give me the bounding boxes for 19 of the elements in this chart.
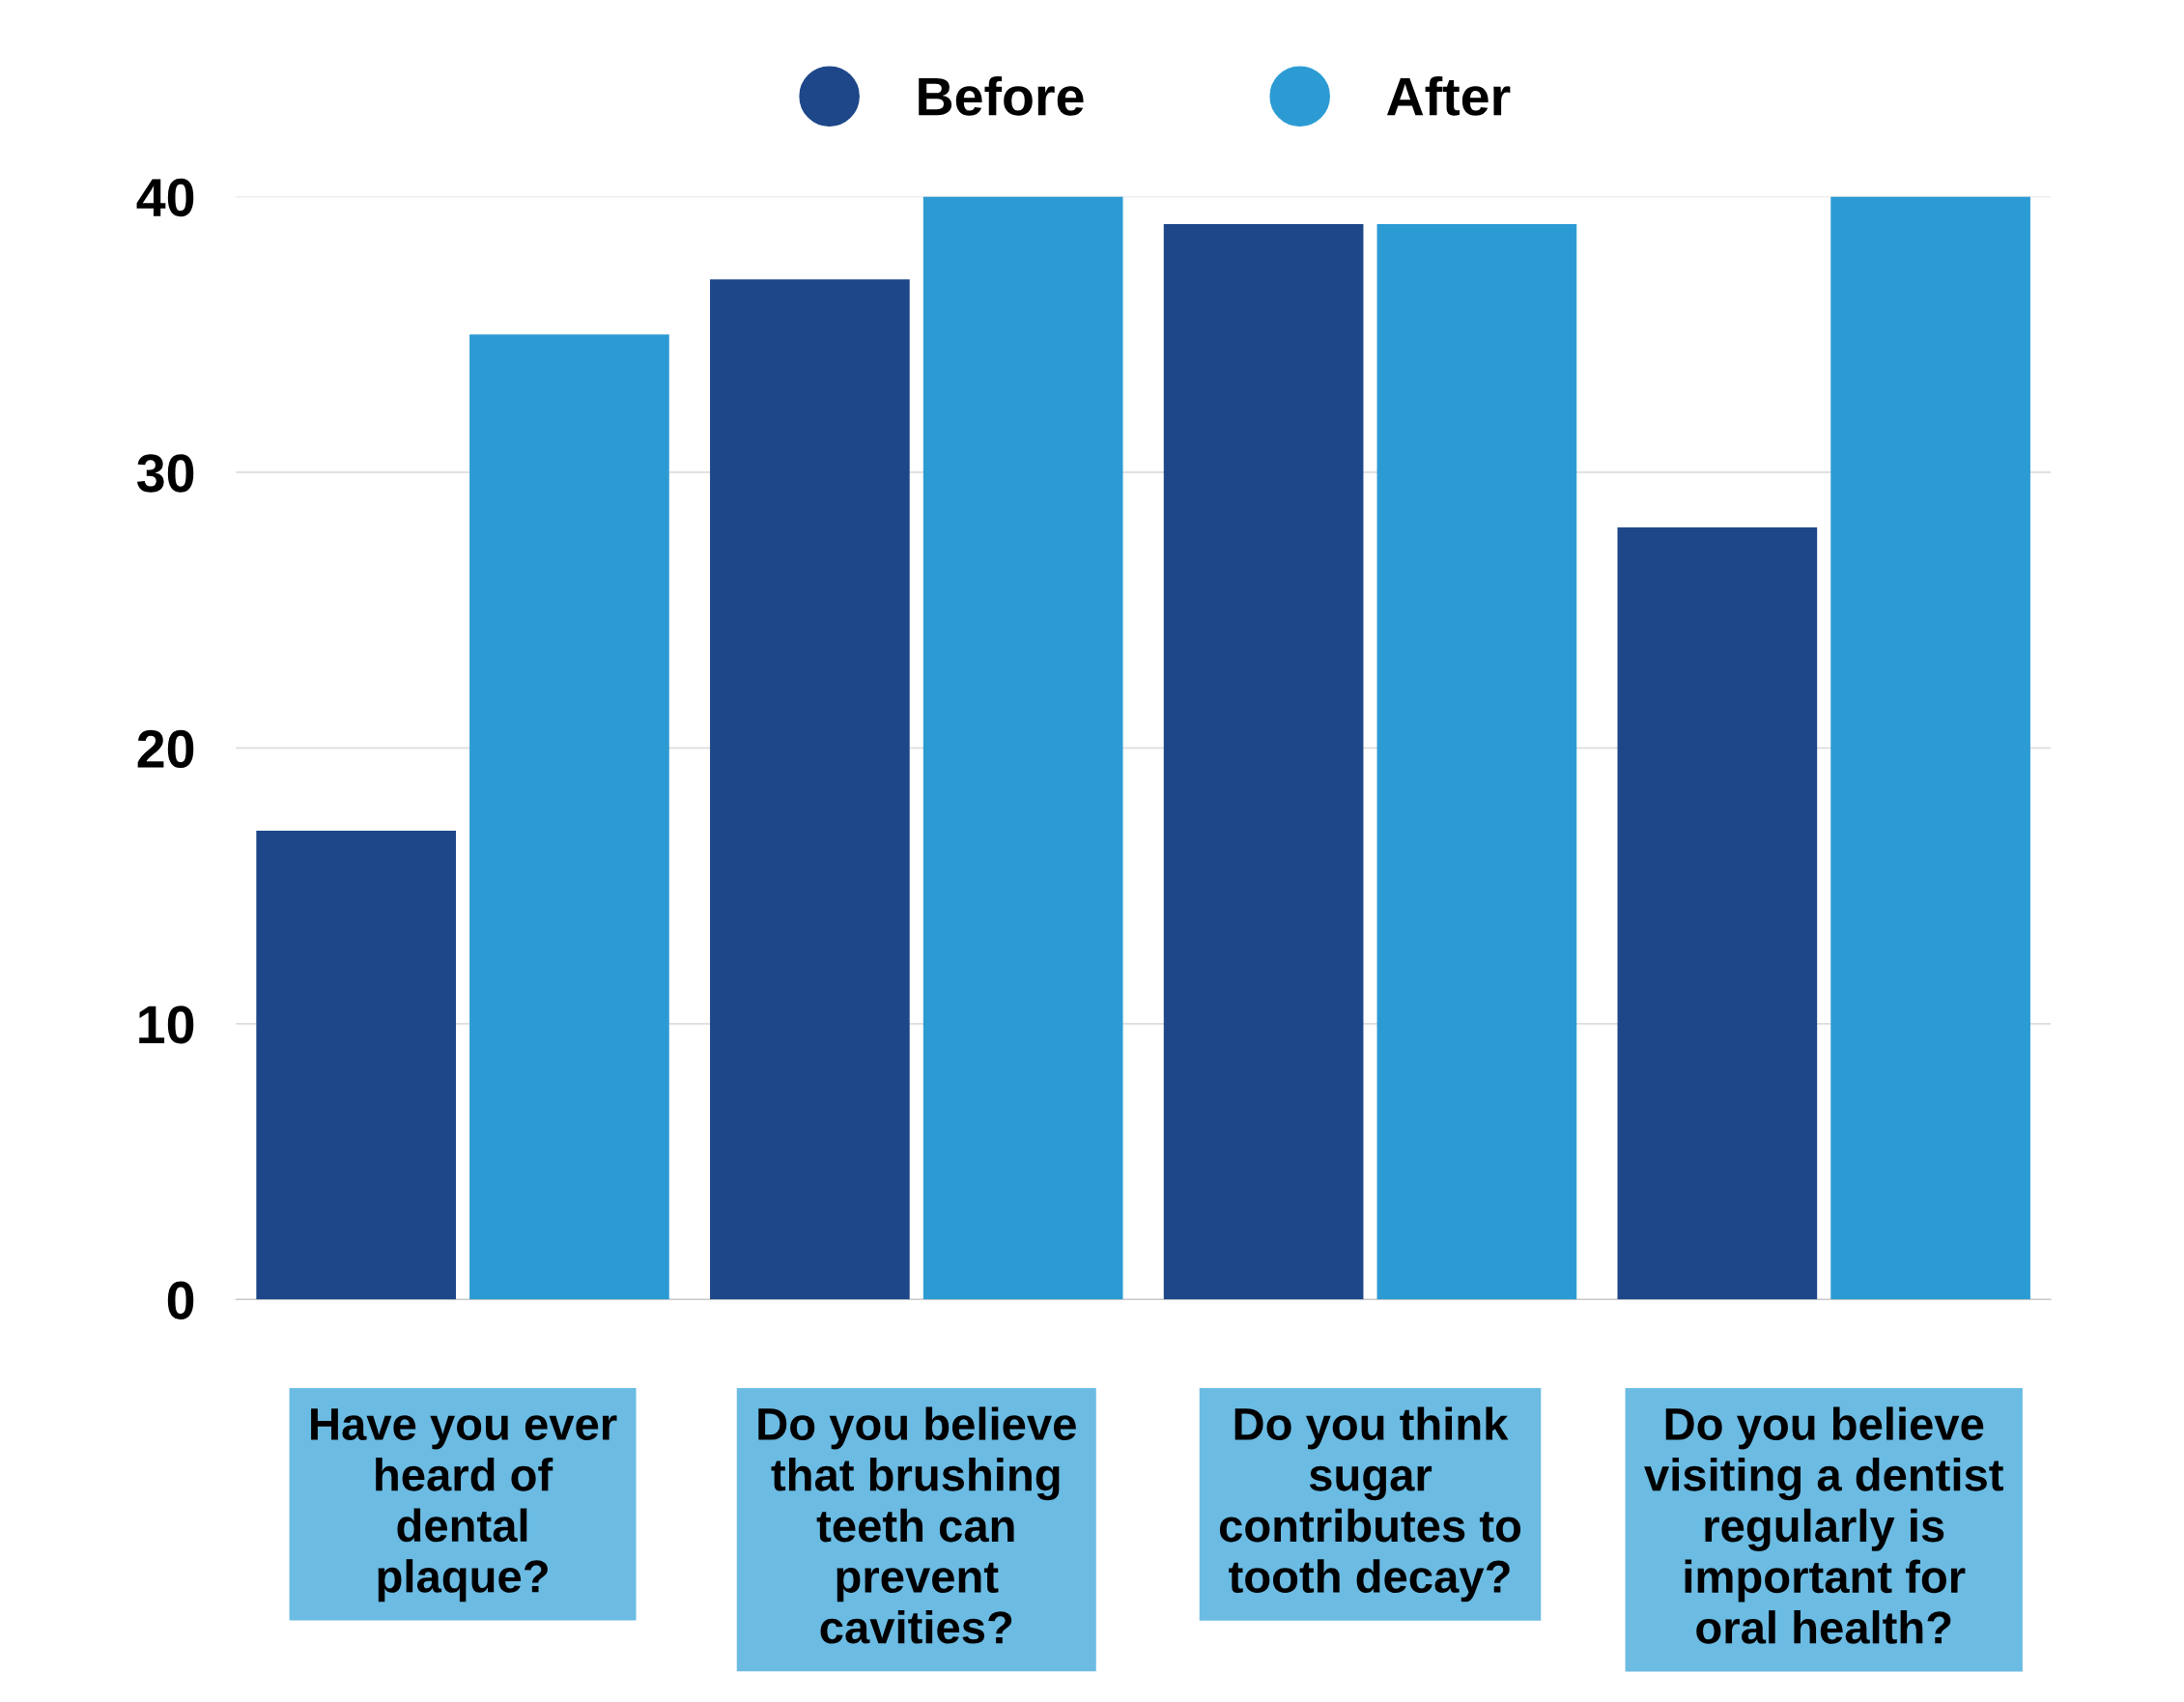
x-tick-label: Have you ever heard of dental plaque?	[311, 1408, 617, 1603]
y-tick-label: 10	[139, 1006, 194, 1044]
bar	[1163, 224, 1364, 1300]
x-tick-label: Do you think sugar contributes to tooth decay?	[1219, 1406, 1521, 1603]
y-tick-label: 40	[136, 178, 194, 217]
bar	[710, 279, 910, 1300]
y-tick-label: 20	[137, 729, 194, 769]
x-tick-label: Do you believe that brushing teeth can prevent cavities?	[758, 1406, 1076, 1644]
bar	[1376, 224, 1577, 1300]
y-tick-label: 0	[167, 1281, 194, 1319]
bar	[1617, 527, 1818, 1300]
x-tick-label: Do you believe visiting a dentist regularly is important for oral health?	[1644, 1406, 2003, 1644]
legend-label: Before	[919, 75, 1084, 116]
bar	[1830, 196, 2030, 1300]
bar	[469, 334, 669, 1300]
legend-label: After	[1386, 75, 1511, 116]
y-tick-label: 30	[137, 454, 194, 493]
bar	[922, 196, 1123, 1300]
bar	[256, 831, 456, 1300]
